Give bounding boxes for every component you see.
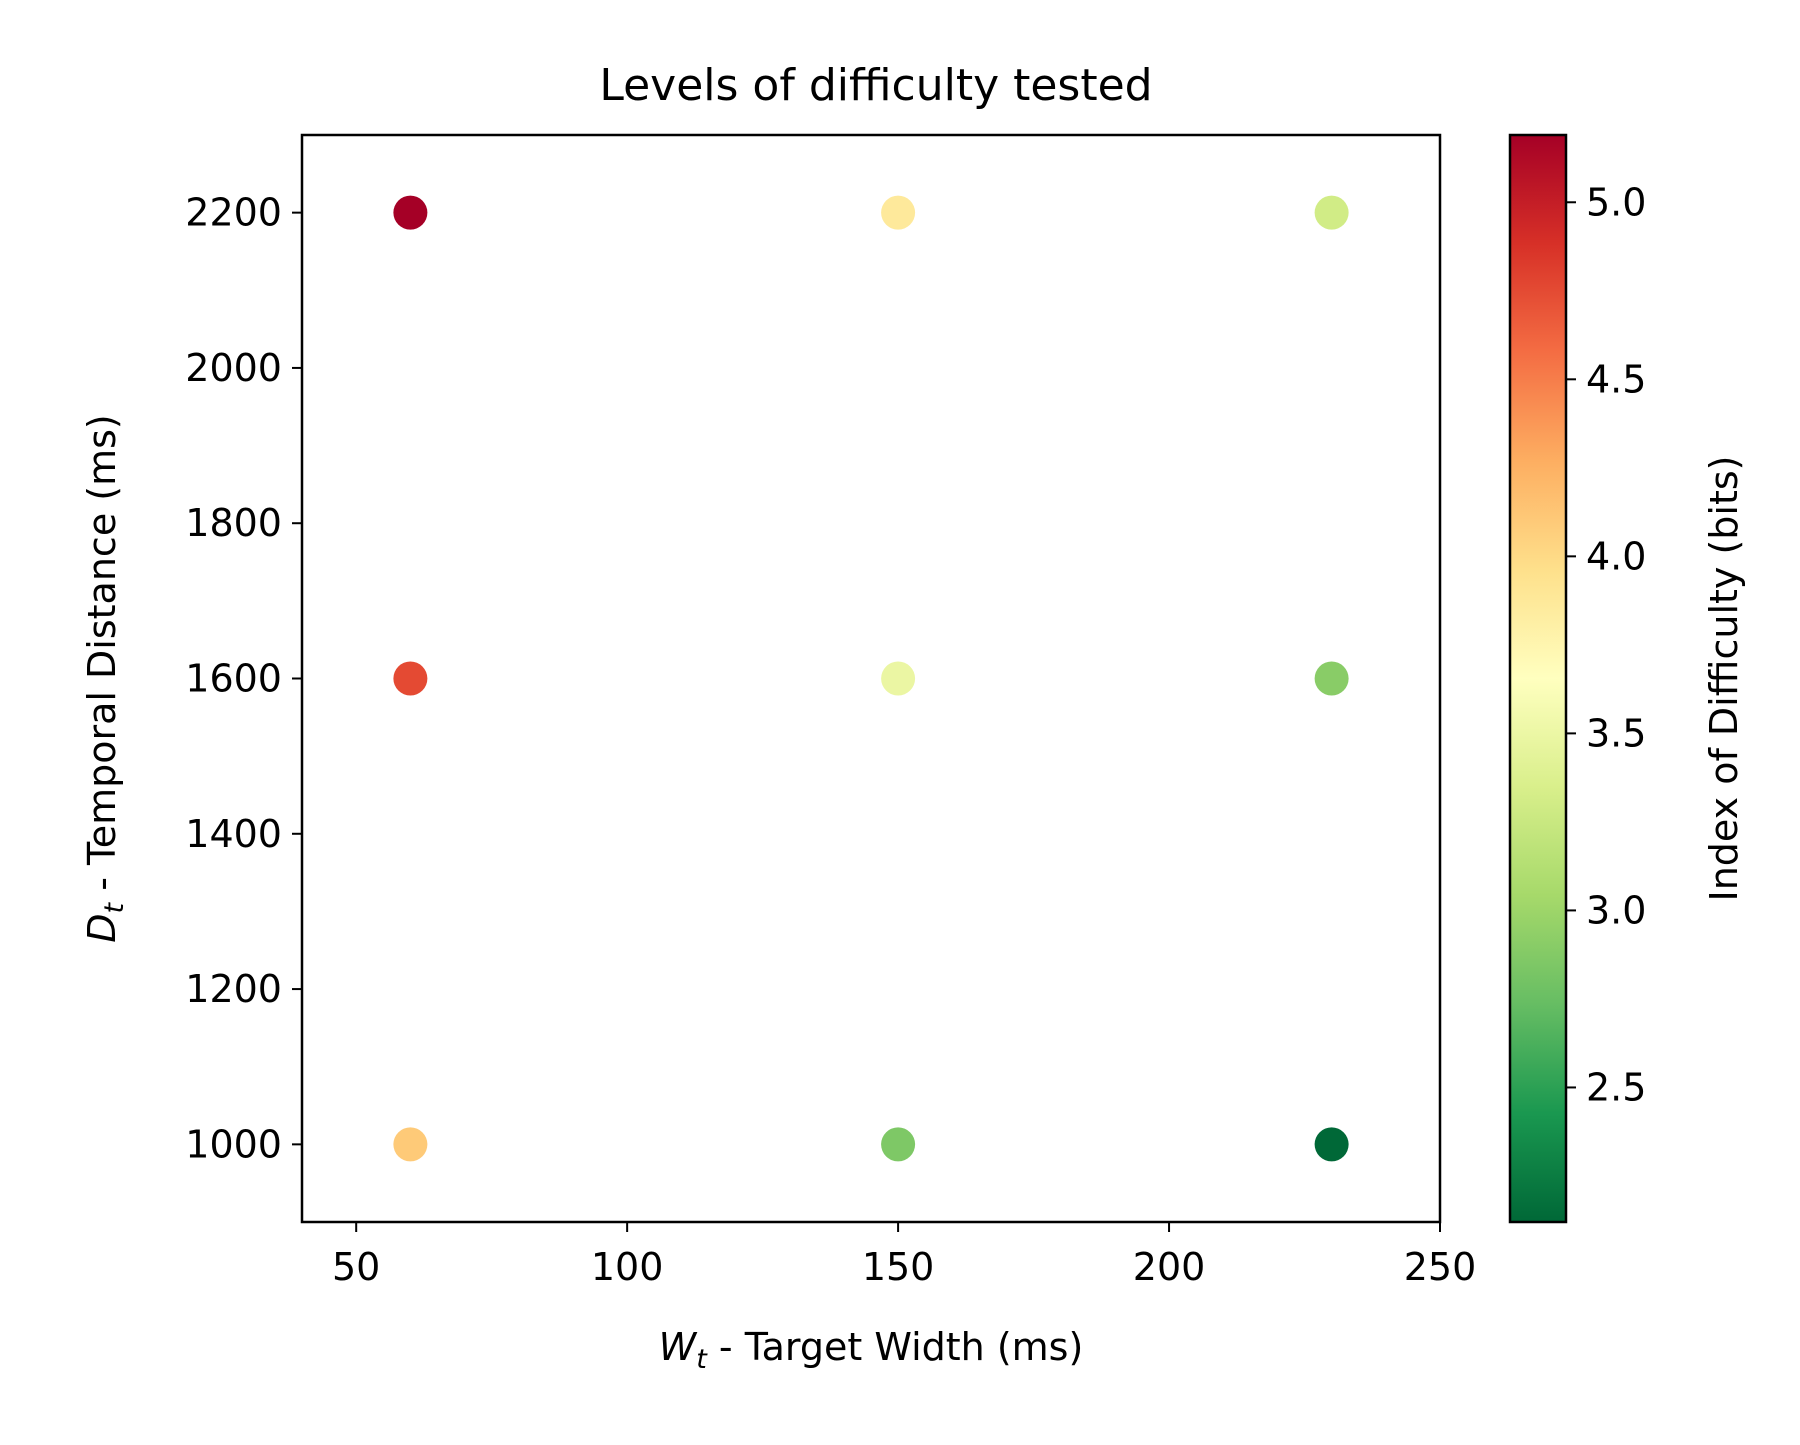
y-tick-label: 1800 — [185, 501, 282, 545]
y-axis-label: Dt - Temporal Distance (ms) — [80, 414, 130, 943]
colorbar-frame — [1508, 133, 1568, 1224]
data-point-3 — [1314, 195, 1349, 230]
colorbar-tick-label: 3.5 — [1586, 711, 1646, 755]
colorbar-tick-label: 3.0 — [1586, 888, 1646, 932]
y-tick-label: 2200 — [185, 191, 282, 235]
data-point-6 — [1314, 661, 1349, 696]
data-point-1 — [393, 195, 428, 230]
y-tick-label: 2000 — [185, 346, 282, 390]
data-point-7 — [393, 1127, 428, 1162]
colorbar-gradient — [1510, 135, 1566, 1222]
colorbar-tick-label: 4.0 — [1586, 534, 1646, 578]
colorbar-tick-label: 2.5 — [1586, 1065, 1646, 1109]
data-point-5 — [881, 661, 916, 696]
y-tick-label: 1600 — [185, 657, 282, 701]
y-tick-label: 1000 — [185, 1122, 282, 1166]
chart-title: Levels of difficulty tested — [599, 60, 1152, 111]
data-point-2 — [881, 195, 916, 230]
x-tick-label: 200 — [1133, 1245, 1206, 1289]
x-tick-label: 50 — [332, 1245, 380, 1289]
colorbar-tick-label: 4.5 — [1586, 357, 1646, 401]
plot-area: 50 100 150 200 250 1000 1200 1400 1600 1800 2000 22… — [80, 133, 1477, 1375]
x-tick-label: 250 — [1404, 1245, 1477, 1289]
colorbar: 2.5 3.0 3.5 4.0 4.5 5.0 Index of Difficulty (b… — [1508, 133, 1746, 1224]
x-axis-label: Wt - Target Width (ms) — [659, 1325, 1084, 1375]
y-tick-label: 1400 — [185, 812, 282, 856]
y-tick-label: 1200 — [185, 967, 282, 1011]
colorbar-tick-label: 5.0 — [1586, 180, 1646, 224]
x-tick-label: 100 — [591, 1245, 664, 1289]
data-point-9 — [1314, 1127, 1349, 1162]
data-point-8 — [881, 1127, 916, 1162]
colorbar-label: Index of Difficulty (bits) — [1702, 456, 1746, 902]
data-point-4 — [393, 661, 428, 696]
plot-frame — [300, 133, 1442, 1224]
x-tick-label: 150 — [862, 1245, 935, 1289]
